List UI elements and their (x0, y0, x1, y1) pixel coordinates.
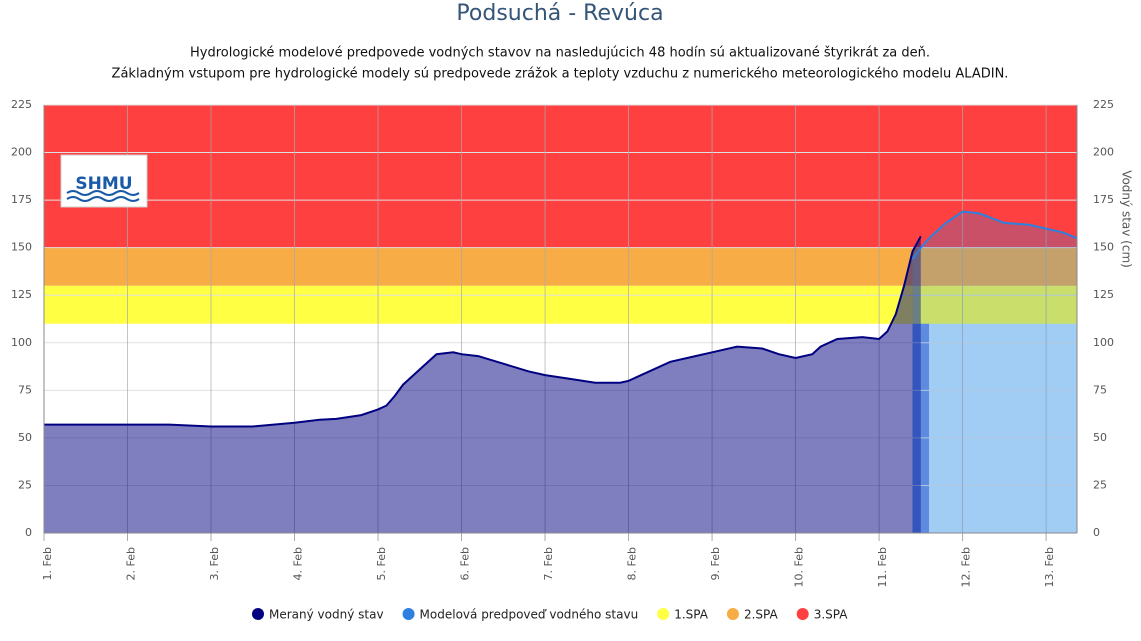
x-tick-label: 12. Feb (960, 547, 973, 587)
y-tick-label: 100 (11, 336, 32, 349)
y-tick-label: 0 (25, 526, 32, 539)
y2-tick-label: 150 (1093, 241, 1114, 254)
y-tick-label: 75 (18, 383, 32, 396)
area (44, 236, 921, 534)
y2-tick-label: 175 (1093, 193, 1114, 206)
subtitle: Hydrologické modelové predpovede vodných… (190, 46, 930, 61)
legend-label: 3.SPA (814, 608, 849, 622)
y2-tick-label: 50 (1093, 431, 1107, 444)
legend-marker (252, 608, 264, 620)
x-tick-label: 7. Feb (542, 547, 555, 580)
x-tick-label: 10. Feb (793, 547, 806, 587)
level-band (44, 105, 1077, 248)
legend-marker (402, 608, 415, 620)
y2-tick-label: 225 (1093, 98, 1114, 111)
logo-wave (66, 196, 140, 202)
y2-tick-label: 75 (1093, 383, 1107, 396)
y-tick-label: 150 (11, 241, 32, 254)
x-tick-label: 1. Feb (41, 547, 54, 580)
x-tick-label: 4. Feb (292, 547, 305, 580)
legend-label: Meraný vodný stav (269, 608, 384, 622)
y2-tick-label: 25 (1093, 478, 1107, 491)
line (911, 210, 1078, 260)
y-tick-label: 225 (11, 98, 32, 111)
x-tick-label: 6. Feb (459, 547, 472, 580)
legend-marker (657, 608, 670, 620)
legend-marker (796, 608, 809, 620)
area (912, 211, 1077, 533)
x-tick-label: 5. Feb (375, 547, 388, 580)
y-axis-title: Vodný stav (cm) (1120, 170, 1134, 268)
x-tick-label: 11. Feb (876, 547, 889, 587)
logo-wave (66, 190, 140, 196)
y2-tick-label: 200 (1093, 146, 1114, 159)
x-tick-label: 13. Feb (1043, 547, 1056, 587)
subtitle: Základným vstupom pre hydrologické model… (112, 67, 1009, 82)
y-tick-label: 175 (11, 193, 32, 206)
y-tick-label: 200 (11, 146, 32, 159)
x-tick-label: 8. Feb (626, 547, 639, 580)
line (44, 235, 922, 428)
x-tick-label: 9. Feb (709, 547, 722, 580)
logo: SHMU (75, 174, 132, 194)
y-tick-label: 25 (18, 478, 32, 491)
y-tick-label: 50 (18, 431, 32, 444)
y2-tick-label: 125 (1093, 288, 1114, 301)
x-tick-label: 3. Feb (208, 547, 221, 580)
legend-label: 1.SPA (674, 608, 709, 622)
legend-label: 2.SPA (744, 608, 779, 622)
y2-tick-label: 0 (1093, 526, 1100, 539)
legend-label: Modelová predpoveď vodného stavu (420, 608, 639, 622)
x-tick-label: 2. Feb (125, 547, 138, 580)
legend-marker (726, 608, 739, 620)
y-tick-label: 125 (11, 288, 32, 301)
chart-title: Podsuchá - Revúca (456, 1, 663, 26)
y2-tick-label: 100 (1093, 336, 1114, 349)
